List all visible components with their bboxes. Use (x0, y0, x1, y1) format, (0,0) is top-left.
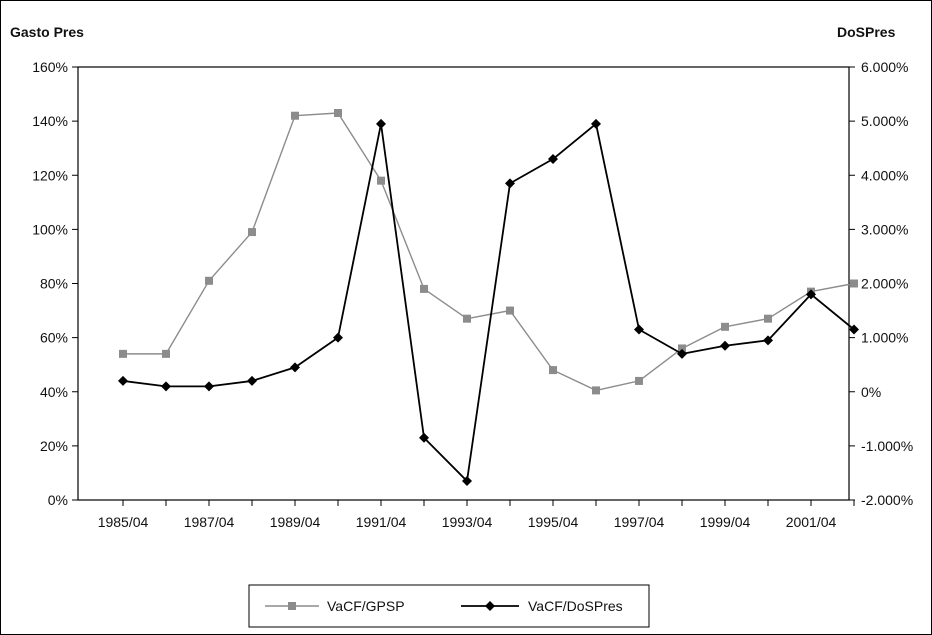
data-point-vacf-dospres (247, 375, 257, 386)
data-point-vacf-dospres (419, 432, 429, 443)
legend-label-vacf-gpsp: VaCF/GPSP (327, 598, 405, 614)
data-point-vacf-dospres (763, 335, 773, 346)
data-point-vacf-gpsp (334, 109, 342, 118)
data-point-vacf-dospres (376, 118, 386, 129)
data-point-vacf-gpsp (506, 306, 514, 315)
legend: VaCF/GPSP VaCF/DoSPres (248, 584, 650, 628)
x-axis-tick-label: 1987/04 (184, 514, 235, 530)
data-point-vacf-gpsp (635, 376, 643, 385)
left-axis-tick-label: 60% (40, 330, 68, 346)
data-point-vacf-gpsp (463, 314, 471, 323)
data-point-vacf-gpsp (592, 386, 600, 395)
data-point-vacf-dospres (462, 476, 472, 487)
right-axis-tick-label: 6.000% (861, 59, 908, 75)
series-line-vacf-gpsp (123, 112, 855, 392)
left-axis-title: Gasto Pres (10, 24, 84, 40)
right-axis-tick-label: 0% (861, 384, 881, 400)
axes: 0% 20% 40% 60% 80% 100% 120% 140% 160% -2.000% -1.… (32, 59, 913, 530)
data-point-vacf-gpsp (721, 322, 729, 331)
data-point-vacf-gpsp (549, 366, 557, 375)
left-axis-tick-label: 20% (40, 438, 68, 454)
data-point-vacf-gpsp (678, 344, 686, 353)
x-axis-tick-label: 1991/04 (356, 514, 407, 530)
data-point-vacf-gpsp (248, 228, 256, 237)
data-point-vacf-dospres (290, 362, 300, 373)
left-axis-tick-label: 140% (32, 113, 68, 129)
legend-marker-vacf-dospres (485, 601, 495, 611)
data-point-vacf-dospres (720, 340, 730, 351)
left-axis-tick-label: 40% (40, 384, 68, 400)
data-point-vacf-dospres (634, 324, 644, 335)
legend-marker-vacf-gpsp (288, 602, 296, 610)
data-point-vacf-dospres (806, 289, 816, 300)
x-axis-tick-label: 2001/04 (786, 514, 837, 530)
data-point-vacf-gpsp (291, 111, 299, 120)
data-point-vacf-dospres (118, 375, 128, 386)
x-axis-tick-label: 1993/04 (442, 514, 493, 530)
legend-label-vacf-dospres: VaCF/DoSPres (528, 598, 623, 614)
data-point-vacf-dospres (161, 381, 171, 392)
right-axis-tick-label: 5.000% (861, 113, 908, 129)
x-axis-tick-label: 1999/04 (700, 514, 751, 530)
left-axis-tick-label: 120% (32, 167, 68, 183)
data-point-vacf-gpsp (764, 314, 772, 323)
data-point-vacf-dospres (333, 332, 343, 343)
data-point-vacf-dospres (849, 324, 859, 335)
data-point-vacf-dospres (204, 381, 214, 392)
left-axis-tick-label: 80% (40, 276, 68, 292)
plot-area-border (77, 66, 850, 501)
legend-box (248, 584, 650, 628)
x-axis-tick-label: 1995/04 (528, 514, 579, 530)
data-point-vacf-gpsp (205, 276, 213, 285)
x-axis-tick-label: 1989/04 (270, 514, 321, 530)
left-axis-tick-label: 160% (32, 59, 68, 75)
right-axis-tick-label: 2.000% (861, 276, 908, 292)
right-axis-tick-label: 4.000% (861, 167, 908, 183)
right-axis-tick-label: -2.000% (861, 492, 913, 508)
series-layer (118, 109, 859, 487)
right-axis-tick-label: 1.000% (861, 330, 908, 346)
x-axis-tick-label: 1997/04 (614, 514, 665, 530)
data-point-vacf-gpsp (162, 349, 170, 358)
right-axis-tick-label: 3.000% (861, 221, 908, 237)
data-point-vacf-gpsp (420, 284, 428, 293)
data-point-vacf-gpsp (119, 349, 127, 358)
data-point-vacf-dospres (591, 118, 601, 129)
left-axis-tick-label: 100% (32, 221, 68, 237)
data-point-vacf-dospres (505, 178, 515, 189)
series-line-vacf-dospres (122, 122, 855, 482)
data-point-vacf-gpsp (377, 176, 385, 185)
data-point-vacf-gpsp (850, 279, 858, 288)
x-axis-tick-label: 1985/04 (98, 514, 149, 530)
right-axis-tick-label: -1.000% (861, 438, 913, 454)
left-axis-tick-label: 0% (48, 492, 68, 508)
data-point-vacf-dospres (548, 154, 558, 165)
right-axis-title: DoSPres (837, 24, 896, 40)
data-point-vacf-dospres (677, 348, 687, 359)
